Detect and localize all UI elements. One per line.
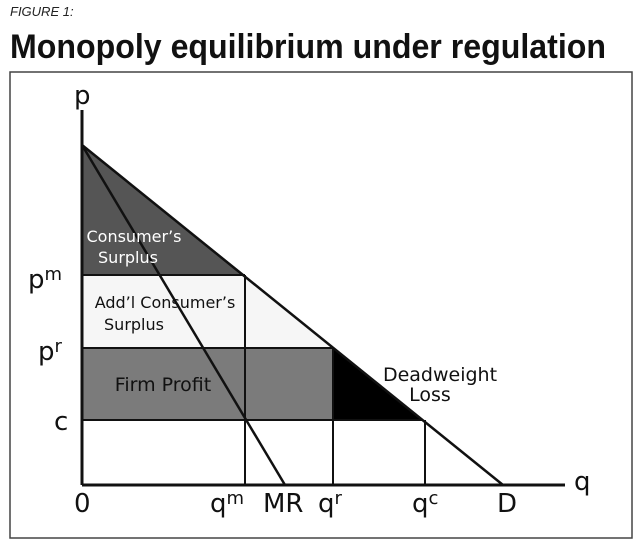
figure-label: FIGURE 1: [10, 4, 74, 19]
region-label: Consumer’s [86, 227, 181, 246]
mr-curve [80, 144, 287, 486]
price-label: pr [38, 336, 63, 367]
price-label: pm [28, 264, 62, 295]
region-label: Surplus [98, 248, 158, 267]
quantity-label: MR [263, 489, 304, 519]
title: Monopoly equilibrium under regulation [10, 28, 606, 66]
y-axis-label: p [74, 81, 91, 111]
quantity-label: 0 [74, 489, 91, 519]
region-label: Surplus [104, 315, 164, 334]
firm-profit-area [82, 348, 333, 420]
addl-surplus-area [82, 275, 333, 348]
region-label: Firm Profit [115, 374, 211, 396]
quantity-label: qm [210, 488, 244, 519]
quantity-label: D [497, 489, 517, 519]
price-label: c [54, 407, 68, 437]
quantity-label: qc [412, 488, 438, 519]
region-label: Deadweight [383, 364, 497, 386]
frame [9, 71, 633, 539]
x-axis-label: q [574, 467, 591, 497]
demand-curve [81, 144, 504, 486]
quantity-label: qr [318, 488, 343, 519]
region-label: Loss [409, 384, 451, 406]
region-label: Add’l Consumer’s [95, 293, 236, 312]
